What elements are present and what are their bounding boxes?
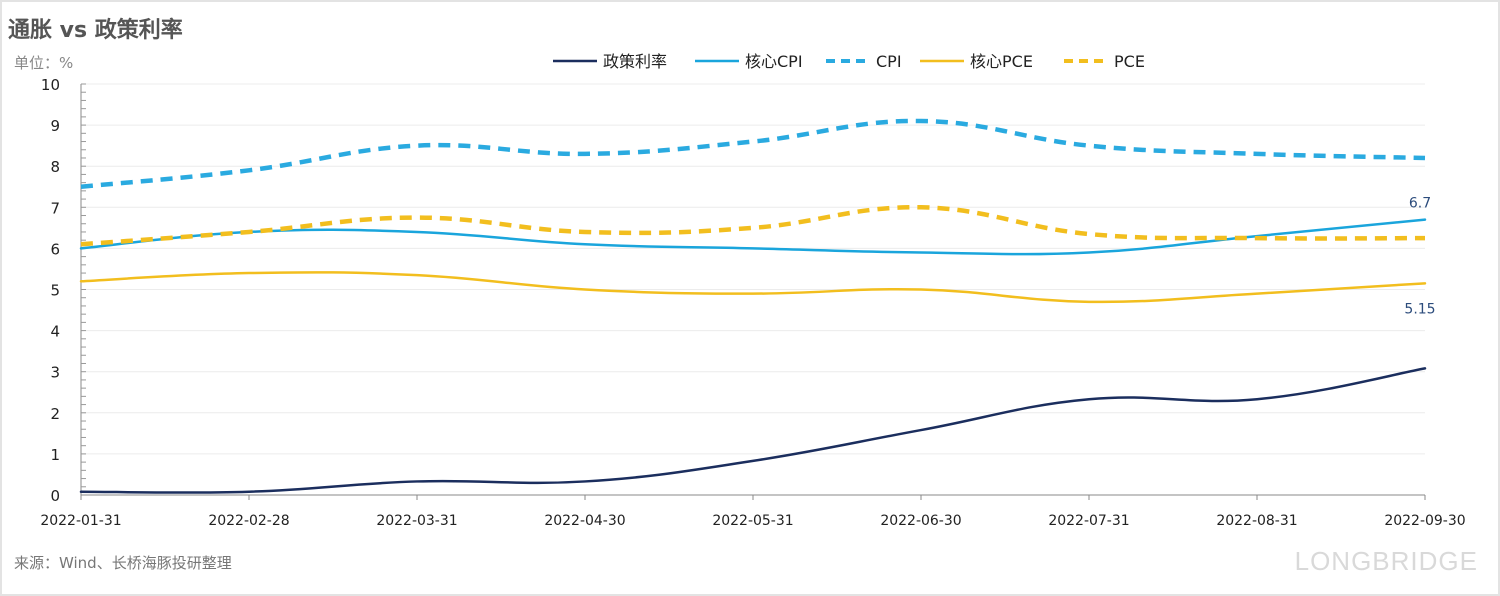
y-tick-label: 9 <box>50 117 60 135</box>
series-line-4 <box>80 205 1426 247</box>
y-tick-label: 5 <box>50 282 60 300</box>
series-line-3 <box>79 271 1427 304</box>
y-tick-label: 7 <box>50 199 60 217</box>
x-tick-label: 2022-03-31 <box>376 513 457 529</box>
series-line-1 <box>79 218 1427 256</box>
x-tick-label: 2022-09-30 <box>1384 513 1465 529</box>
y-tick-label: 1 <box>50 446 60 464</box>
y-tick-label: 8 <box>50 158 60 176</box>
unit-label: 单位：% <box>14 54 74 72</box>
x-tick-label: 2022-05-31 <box>712 513 793 529</box>
legend-label: 核心PCE <box>970 52 1033 71</box>
legend-label: CPI <box>876 52 902 71</box>
y-tick-label: 10 <box>41 76 60 94</box>
x-tick-label: 2022-08-31 <box>1216 513 1297 529</box>
legend-label: 政策利率 <box>603 52 667 71</box>
x-tick-label: 2022-06-30 <box>880 513 961 529</box>
y-tick-label: 6 <box>50 240 60 258</box>
x-tick-label: 2022-01-31 <box>40 513 121 529</box>
y-tick-label: 0 <box>50 487 60 505</box>
x-tick-label: 2022-04-30 <box>544 513 625 529</box>
legend-label: PCE <box>1114 52 1145 71</box>
legend-label: 核心CPI <box>745 52 803 71</box>
end-data-label: 6.7 <box>1409 196 1431 212</box>
x-tick-label: 2022-02-28 <box>208 513 289 529</box>
x-tick-label: 2022-07-31 <box>1048 513 1129 529</box>
watermark-logo: LONGBRIDGE <box>1294 546 1478 576</box>
series-line-0 <box>79 367 1427 494</box>
y-tick-label: 4 <box>50 323 60 341</box>
y-tick-label: 3 <box>50 364 60 382</box>
source-note: 来源：Wind、长桥海豚投研整理 <box>14 554 232 572</box>
end-data-label: 5.15 <box>1404 301 1435 317</box>
series-line-2 <box>80 118 1426 189</box>
chart-title: 通胀 vs 政策利率 <box>8 18 183 43</box>
y-tick-label: 2 <box>50 405 60 423</box>
